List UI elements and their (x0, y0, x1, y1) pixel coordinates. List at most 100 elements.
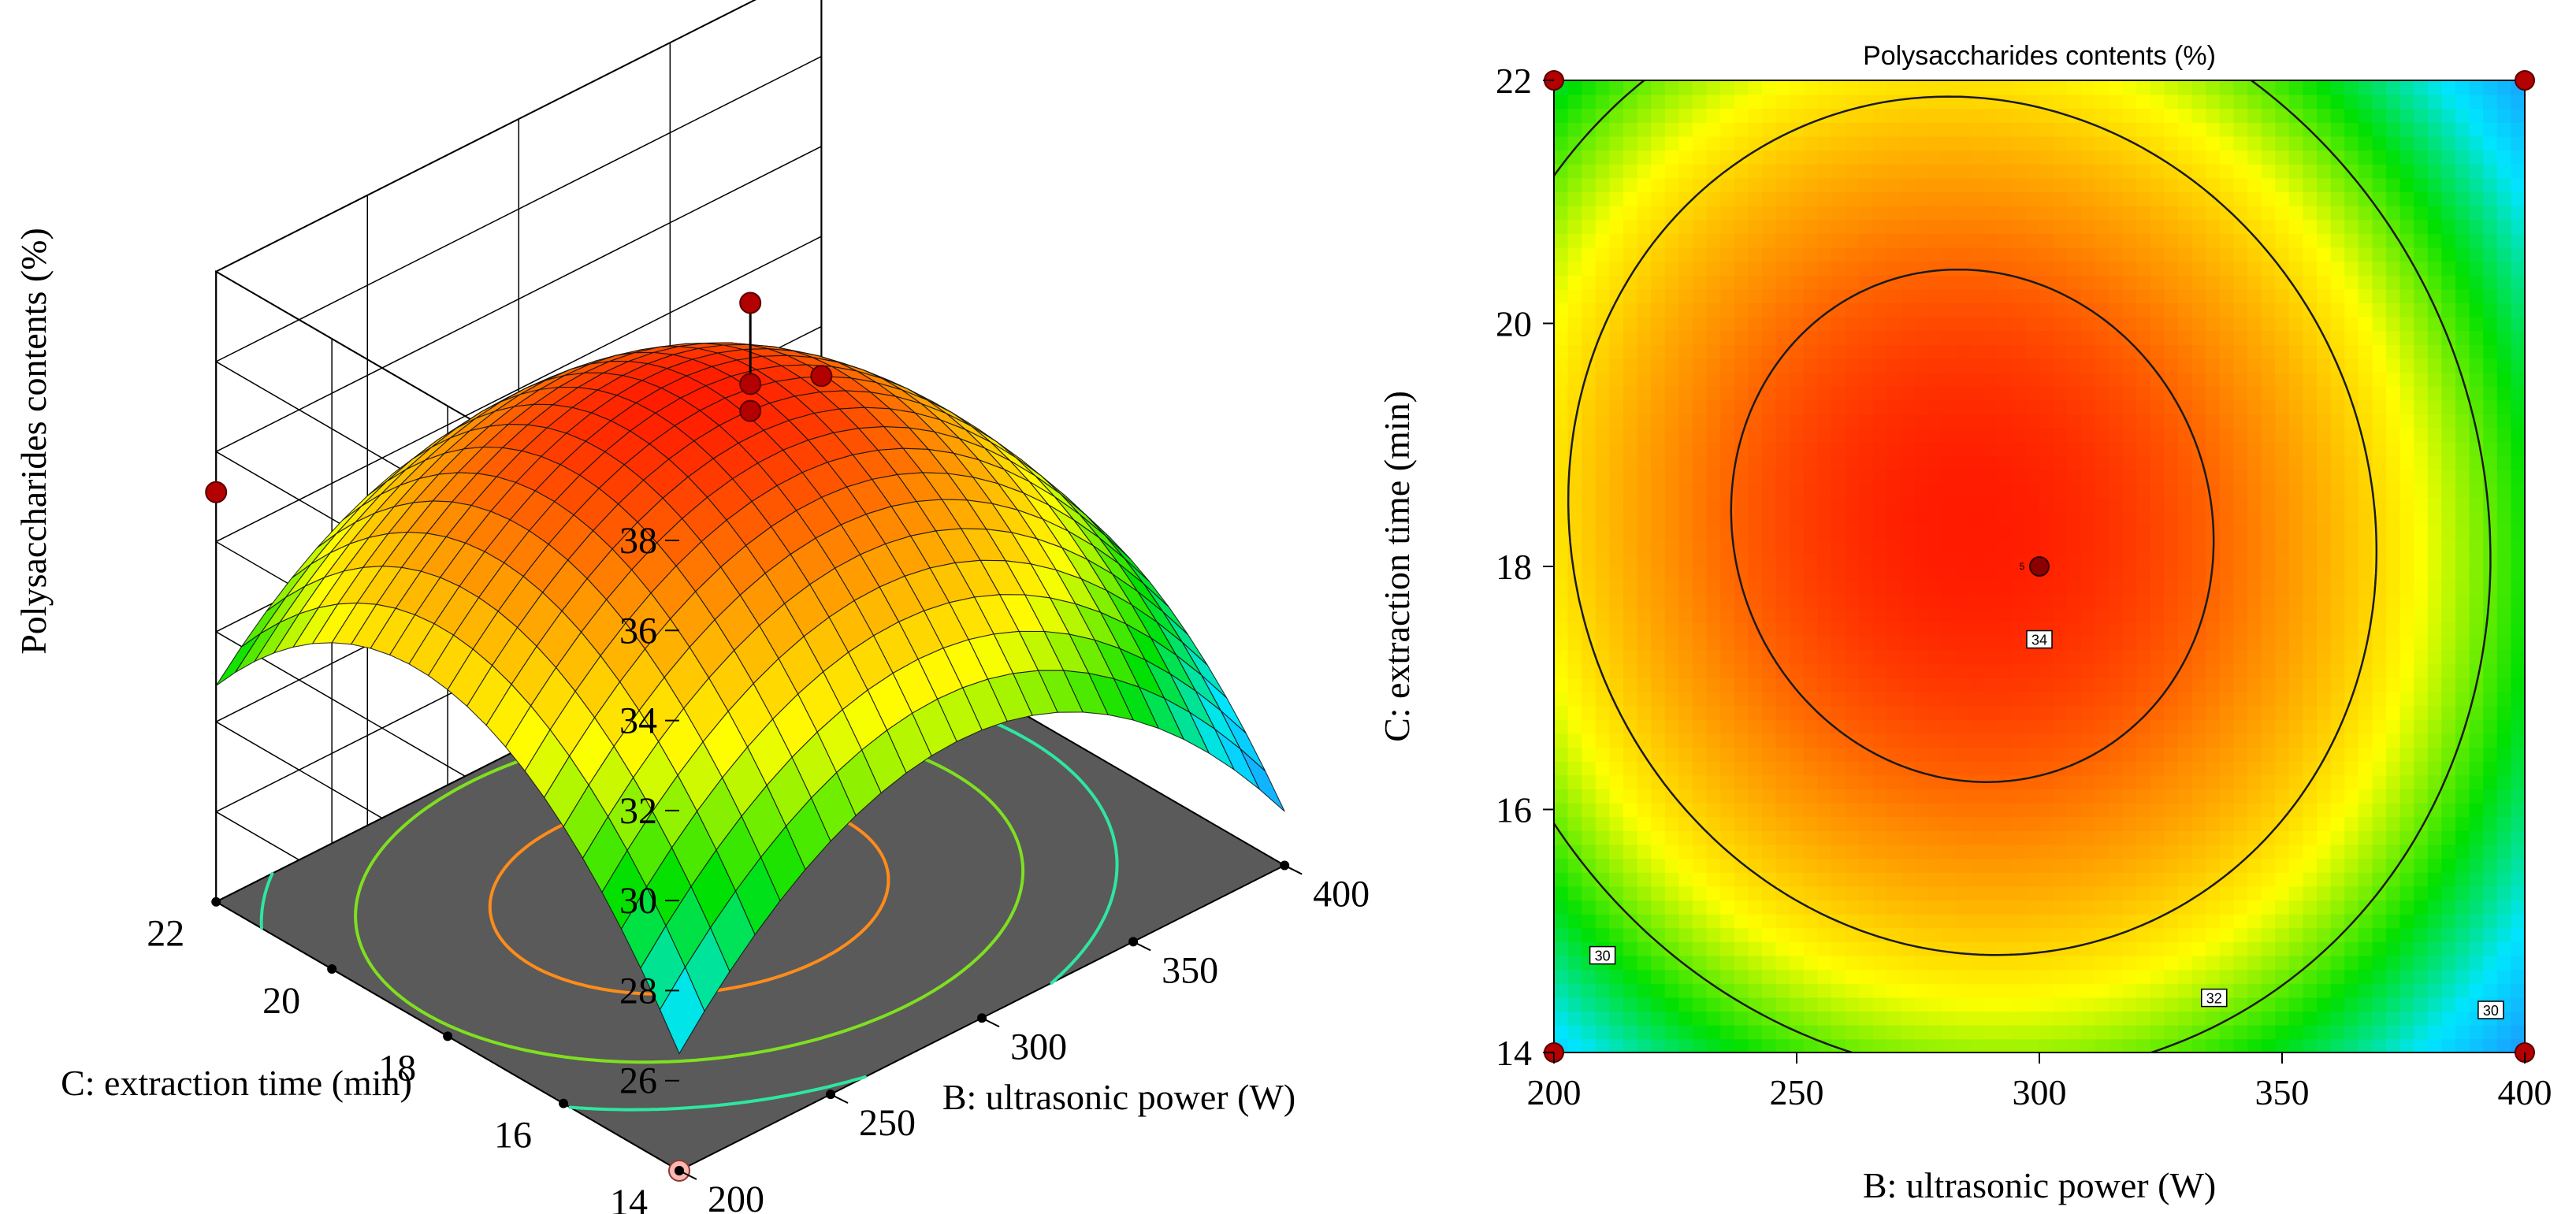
heatmap-cell (1678, 372, 1693, 387)
heatmap-cell (1554, 538, 1569, 554)
heatmap-cell (1762, 191, 1777, 206)
heatmap-cell (2206, 358, 2221, 373)
heatmap-cell (2288, 538, 2304, 554)
heatmap-cell (2122, 622, 2138, 637)
heatmap-cell (2025, 982, 2040, 998)
heatmap-cell (1748, 136, 1763, 151)
heatmap-cell (1831, 607, 1846, 623)
heatmap-cell (2178, 552, 2193, 567)
heatmap-cell (2358, 580, 2373, 596)
heatmap-cell (1956, 441, 1971, 456)
heatmap-cell (1637, 913, 1652, 929)
heatmap-cell (2233, 232, 2248, 248)
heatmap-cell (1901, 622, 1916, 637)
heatmap-cell (2136, 372, 2151, 387)
heatmap-cell (1595, 969, 1611, 984)
heatmap-cell (2247, 136, 2262, 151)
heatmap-cell (1748, 678, 1763, 692)
heatmap-cell (1970, 858, 1985, 873)
heatmap-cell (2288, 622, 2304, 637)
heatmap-cell (2025, 997, 2040, 1012)
heatmap-cell (1817, 177, 1832, 192)
heatmap-cell (1567, 636, 1583, 651)
heatmap-cell (1970, 372, 1985, 387)
heatmap-cell (1872, 469, 1888, 484)
heatmap-cell (2067, 358, 2082, 373)
heatmap-cell (1582, 219, 1597, 234)
heatmap-cell (2358, 913, 2373, 929)
heatmap-cell (1748, 1011, 1763, 1026)
heatmap-cell (1651, 997, 1666, 1012)
heatmap-cell (2344, 760, 2359, 776)
heatmap-cell (2344, 871, 2359, 887)
y-tick-label: 22 (147, 913, 184, 955)
heatmap-cell (1942, 247, 1957, 262)
heatmap-cell (1775, 941, 1791, 956)
heatmap-cell (1803, 1011, 1819, 1026)
heatmap-cell (2039, 330, 2054, 345)
heatmap-cell (1970, 760, 1985, 776)
heatmap-cell (1567, 205, 1583, 221)
heatmap-cell (2261, 858, 2277, 873)
heatmap-cell (1720, 108, 1735, 123)
heatmap-cell (1720, 399, 1735, 415)
heatmap-cell (1734, 802, 1749, 818)
heatmap-cell (2344, 830, 2359, 845)
heatmap-cell (2233, 469, 2248, 484)
heatmap-cell (1623, 997, 1638, 1012)
heatmap-cell (1790, 525, 1805, 540)
heatmap-cell (1831, 885, 1846, 901)
heatmap-cell (1803, 330, 1819, 345)
heatmap-cell (2247, 816, 2262, 831)
heatmap-cell (2219, 274, 2235, 290)
heatmap-cell (1790, 607, 1805, 623)
heatmap-cell (1817, 844, 1832, 859)
heatmap-cell (1831, 469, 1846, 484)
heatmap-cell (1775, 900, 1791, 915)
heatmap-cell (2261, 566, 2277, 581)
heatmap-cell (1762, 622, 1777, 637)
heatmap-cell (2178, 982, 2193, 998)
heatmap-cell (1817, 288, 1832, 303)
heatmap-cell (1914, 969, 1930, 984)
heatmap-cell (2317, 177, 2332, 192)
heatmap-cell (1956, 343, 1971, 359)
heatmap-cell (2275, 636, 2290, 651)
heatmap-cell (1817, 622, 1832, 637)
heatmap-cell (2011, 191, 2027, 206)
heatmap-cell (1651, 191, 1666, 206)
heatmap-cell (1623, 816, 1638, 831)
heatmap-cell (1928, 594, 1943, 609)
heatmap-cell (2164, 913, 2179, 929)
heatmap-cell (1886, 496, 1901, 512)
heatmap-cell (1914, 414, 1930, 429)
heatmap-cell (2372, 261, 2387, 276)
heatmap-cell (1609, 205, 1624, 221)
heatmap-cell (1998, 871, 2013, 887)
heatmap-cell (2247, 385, 2262, 401)
heatmap-cell (1998, 733, 2013, 748)
heatmap-cell (2150, 733, 2165, 748)
heatmap-cell (1831, 844, 1846, 859)
heatmap-cell (2330, 636, 2346, 651)
heatmap-cell (2164, 232, 2179, 248)
heatmap-cell (1748, 108, 1763, 123)
heatmap-cell (2344, 455, 2359, 470)
heatmap-cell (2399, 232, 2415, 248)
heatmap-cell (1817, 80, 1832, 95)
heatmap-cell (2317, 830, 2332, 845)
heatmap-cell (2080, 566, 2096, 581)
heatmap-cell (2039, 1011, 2054, 1026)
heatmap-cell (2233, 1024, 2248, 1040)
heatmap-cell (1595, 303, 1611, 317)
heatmap-cell (1637, 580, 1652, 596)
heatmap-cell (1942, 108, 1957, 123)
heatmap-cell (2080, 288, 2096, 303)
heatmap-cell (2288, 789, 2304, 804)
heatmap-cell (2095, 219, 2109, 234)
heatmap-cell (1983, 871, 1999, 887)
heatmap-cell (1817, 941, 1832, 956)
heatmap-cell (1872, 789, 1888, 804)
heatmap-cell (1693, 941, 1708, 956)
heatmap-cell (1595, 483, 1611, 498)
